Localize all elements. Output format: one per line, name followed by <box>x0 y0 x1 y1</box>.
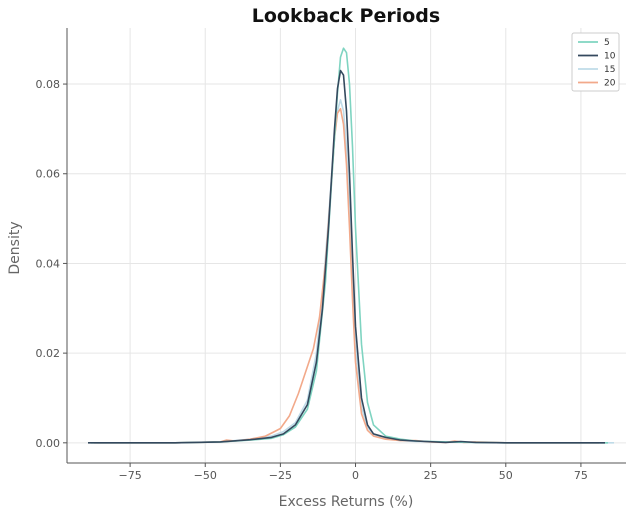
x-tick-label: −75 <box>119 469 142 482</box>
y-axis-label: Density <box>7 221 23 274</box>
y-tick-label: 0.02 <box>36 347 61 360</box>
x-tick-label: 25 <box>424 469 438 482</box>
x-tick-label: 0 <box>352 469 359 482</box>
y-tick-label: 0.08 <box>36 78 61 91</box>
legend: 5 10 15 20 <box>571 32 620 92</box>
legend-label-5: 5 <box>604 38 610 48</box>
series-line-10 <box>88 69 605 444</box>
legend-box <box>571 32 620 92</box>
x-tick-label: −25 <box>269 469 292 482</box>
y-tick-label: 0.00 <box>36 437 61 450</box>
x-axis-label: Excess Returns (%) <box>279 494 414 510</box>
y-tick-label: 0.04 <box>36 257 61 270</box>
series-lines <box>88 47 614 444</box>
chart-title: Lookback Periods <box>252 5 440 27</box>
x-tick-label: −50 <box>194 469 217 482</box>
x-tick-label: 50 <box>499 469 513 482</box>
legend-label-10: 10 <box>604 52 616 62</box>
y-tick-label: 0.06 <box>36 168 61 181</box>
grid <box>67 28 626 463</box>
axes <box>66 28 626 464</box>
legend-label-15: 15 <box>604 65 615 75</box>
legend-label-20: 20 <box>604 79 616 89</box>
y-ticks: 0.00 0.02 0.04 0.06 0.08 <box>36 78 67 450</box>
x-tick-label: 75 <box>574 469 588 482</box>
series-line-20 <box>94 107 599 444</box>
x-ticks: −75 −50 −25 0 25 50 75 <box>119 463 588 482</box>
